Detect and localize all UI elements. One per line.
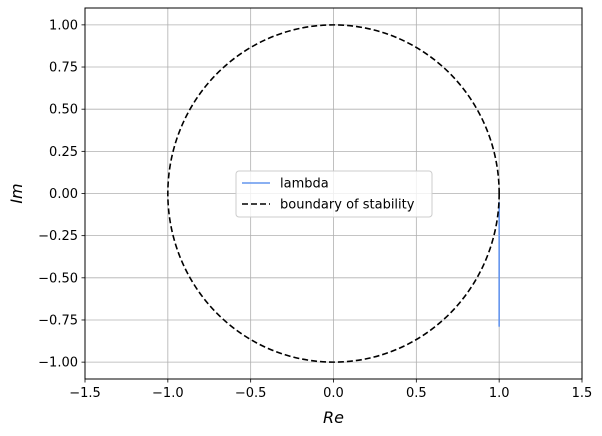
y-tick-label: −0.25: [38, 229, 78, 244]
y-tick-label: −0.50: [38, 271, 78, 286]
legend: lambda boundary of stability: [235, 170, 433, 218]
legend-label-lambda: lambda: [280, 177, 329, 192]
x-tick-label: 0.0: [323, 386, 344, 401]
y-tick-label: 0.50: [49, 103, 78, 118]
y-tick-label: 0.00: [49, 187, 78, 202]
series-boundary-of-stability: [167, 24, 500, 363]
x-tick-label: 1.5: [572, 386, 593, 401]
y-tick-label: 0.75: [49, 61, 78, 76]
legend-box: [235, 170, 433, 218]
x-tick-label: 0.5: [406, 386, 427, 401]
x-tick-label: −0.5: [235, 386, 267, 401]
y-axis: 1.00 0.75 0.50 0.25 0.00 −0.25 −0.50 −0.75 −1.00: [38, 18, 85, 371]
y-tick-label: −1.00: [38, 356, 78, 371]
y-tick-label: −0.75: [38, 313, 78, 328]
y-tick-label: 0.25: [49, 145, 78, 160]
x-tick-label: 1.0: [489, 386, 510, 401]
y-tick-label: 1.00: [49, 18, 78, 33]
y-axis-title: Im: [7, 183, 26, 203]
legend-label-boundary: boundary of stability: [280, 198, 415, 213]
x-tick-label: −1.5: [69, 386, 101, 401]
x-axis: −1.5 −1.0 −0.5 0.0 0.5 1.0 1.5: [69, 379, 592, 401]
x-tick-label: −1.0: [152, 386, 184, 401]
x-axis-title: Re: [323, 408, 344, 427]
series-layer: [167, 24, 500, 363]
